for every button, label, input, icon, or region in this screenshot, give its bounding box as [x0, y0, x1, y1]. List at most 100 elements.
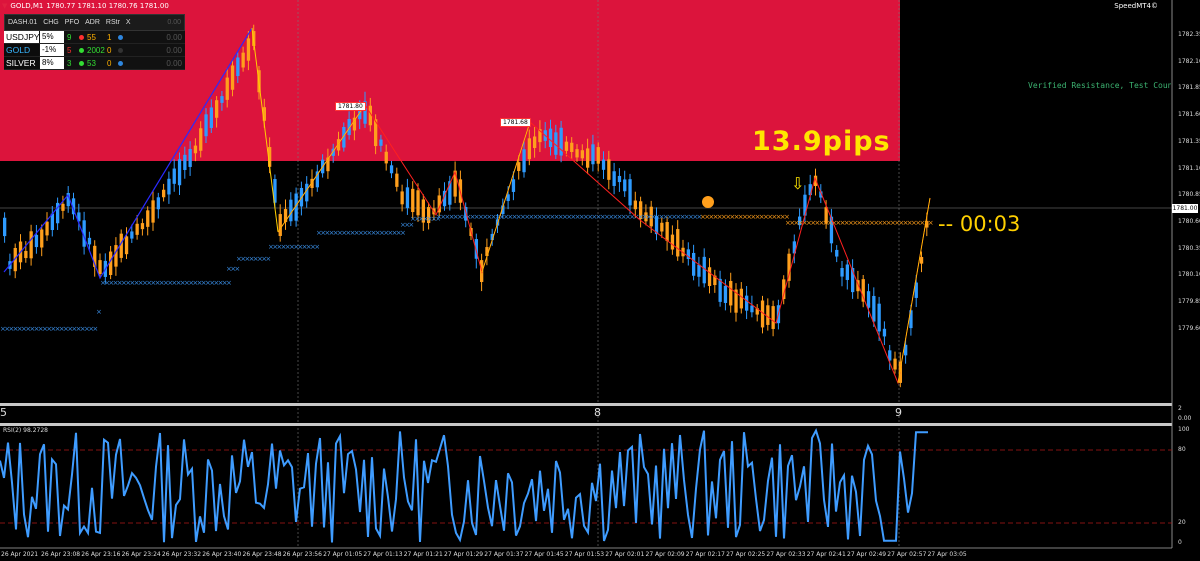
candle-body	[289, 199, 293, 222]
current-price-tag: 1781.00	[1172, 204, 1198, 213]
support-dot: ×	[92, 325, 98, 333]
time-tick: 27 Apr 02:09	[645, 551, 685, 558]
candle-body	[554, 132, 558, 155]
candle-body	[24, 250, 28, 259]
support-dot: ×	[457, 213, 463, 221]
trade-dot-icon[interactable]	[118, 47, 123, 53]
row-adr: 2002	[87, 45, 105, 55]
row-chg: 8%	[40, 57, 64, 69]
trade-dot-icon[interactable]	[118, 34, 123, 40]
support-dot: ×	[692, 213, 698, 221]
candle-body	[427, 207, 431, 224]
day-marker: 5	[0, 406, 7, 419]
support-dot: ×	[928, 219, 934, 227]
header-rstr[interactable]: RStr	[105, 19, 120, 26]
support-dot: ×	[461, 213, 467, 221]
support-dot: ×	[675, 213, 681, 221]
candle-body	[167, 178, 171, 195]
time-tick: 26 Apr 23:40	[202, 551, 242, 558]
time-tick: 26 Apr 23:56	[282, 551, 322, 558]
support-dot: ×	[465, 213, 471, 221]
support-dot: ×	[201, 279, 207, 287]
support-dot: ×	[435, 215, 441, 223]
price-tick: 1781.60	[1178, 111, 1200, 119]
candle-body	[490, 233, 494, 241]
candle-body	[98, 260, 102, 275]
close-icon[interactable]: X	[125, 19, 131, 26]
support-dot: ×	[848, 219, 854, 227]
candle-body	[851, 267, 855, 293]
dashboard-row-gold[interactable]: GOLD -1% 5 2002 0 0.00	[4, 44, 185, 57]
time-tick: 27 Apr 01:05	[323, 551, 363, 558]
support-dot: ×	[482, 213, 488, 221]
swing-label-second: 1781.68	[500, 118, 531, 127]
header-adr[interactable]: ADR	[85, 19, 100, 26]
support-dot: ×	[306, 243, 312, 251]
header-pfo[interactable]: PFO	[64, 19, 80, 26]
candle-body	[596, 147, 600, 164]
price-tick: 1781.10	[1178, 164, 1200, 172]
candle-body	[326, 157, 330, 172]
time-tick: 27 Apr 03:05	[927, 551, 967, 558]
candle-body	[130, 231, 134, 239]
candle-body	[914, 282, 918, 298]
support-dot: ×	[470, 213, 476, 221]
support-dot: ×	[915, 219, 921, 227]
support-dot: ×	[414, 215, 420, 223]
support-dot: ×	[704, 213, 710, 221]
support-dot: ×	[650, 213, 656, 221]
dashboard-row-silver[interactable]: SILVER 8% 3 53 0 0.00	[4, 57, 185, 70]
row-symbol[interactable]: GOLD	[4, 44, 39, 56]
support-dot: ×	[76, 325, 82, 333]
candle-body	[209, 107, 213, 128]
support-dot: ×	[911, 219, 917, 227]
row-symbol[interactable]: SILVER	[4, 57, 39, 69]
support-dot: ×	[427, 215, 433, 223]
candle-body	[829, 216, 834, 244]
support-dot: ×	[453, 213, 459, 221]
support-dot: ×	[667, 213, 673, 221]
candle-body	[448, 181, 452, 205]
support-dot: ×	[549, 213, 555, 221]
chart-title-bar: ▼ GOLD,M1 1780.77 1781.10 1780.76 1781.0…	[2, 2, 169, 10]
support-dot: ×	[882, 219, 888, 227]
dashboard-name[interactable]: DASH.01	[8, 19, 38, 26]
support-dot: ×	[213, 279, 219, 287]
candle-body	[586, 148, 590, 168]
support-dot: ×	[345, 229, 351, 237]
support-dot: ×	[234, 265, 240, 273]
header-chg[interactable]: CHG	[43, 19, 59, 26]
dashboard-row-usdjpy[interactable]: USDJPY 5% 9 55 1 0.00	[4, 31, 185, 44]
candle-body	[798, 216, 802, 226]
support-dot: ×	[444, 213, 450, 221]
support-dot: ×	[852, 219, 858, 227]
support-dot: ×	[59, 325, 65, 333]
support-dot: ×	[600, 213, 606, 221]
candle-body	[156, 197, 160, 210]
support-dot: ×	[806, 219, 812, 227]
support-dot: ×	[738, 213, 744, 221]
support-dot: ×	[0, 325, 6, 333]
row-symbol[interactable]: USDJPY	[4, 31, 40, 43]
candle-body	[368, 105, 372, 126]
dashboard-panel[interactable]: DASH.01 CHG PFO ADR RStr X 0.00 USDJPY 5…	[4, 14, 185, 70]
row-rstr: 0	[107, 58, 112, 68]
candle-body	[13, 247, 17, 272]
support-dot: ×	[663, 213, 669, 221]
support-dot: ×	[25, 325, 31, 333]
support-dot: ×	[84, 325, 90, 333]
support-dot: ×	[171, 279, 177, 287]
candle-body	[363, 101, 367, 124]
trade-dot-icon[interactable]	[118, 60, 123, 66]
price-tick: 1782.10	[1178, 57, 1200, 65]
price-tick: 1779.60	[1178, 324, 1200, 332]
speed-label: SpeedMT4©	[1114, 2, 1158, 10]
support-dot: ×	[268, 243, 274, 251]
verified-resistance-label: Verified Resistance, Test Count=	[1028, 81, 1171, 90]
candle-body	[315, 171, 319, 188]
support-dot: ×	[499, 213, 505, 221]
triangle-icon[interactable]: ▼	[2, 2, 8, 10]
support-dot: ×	[257, 255, 263, 263]
candle-body	[633, 200, 637, 210]
